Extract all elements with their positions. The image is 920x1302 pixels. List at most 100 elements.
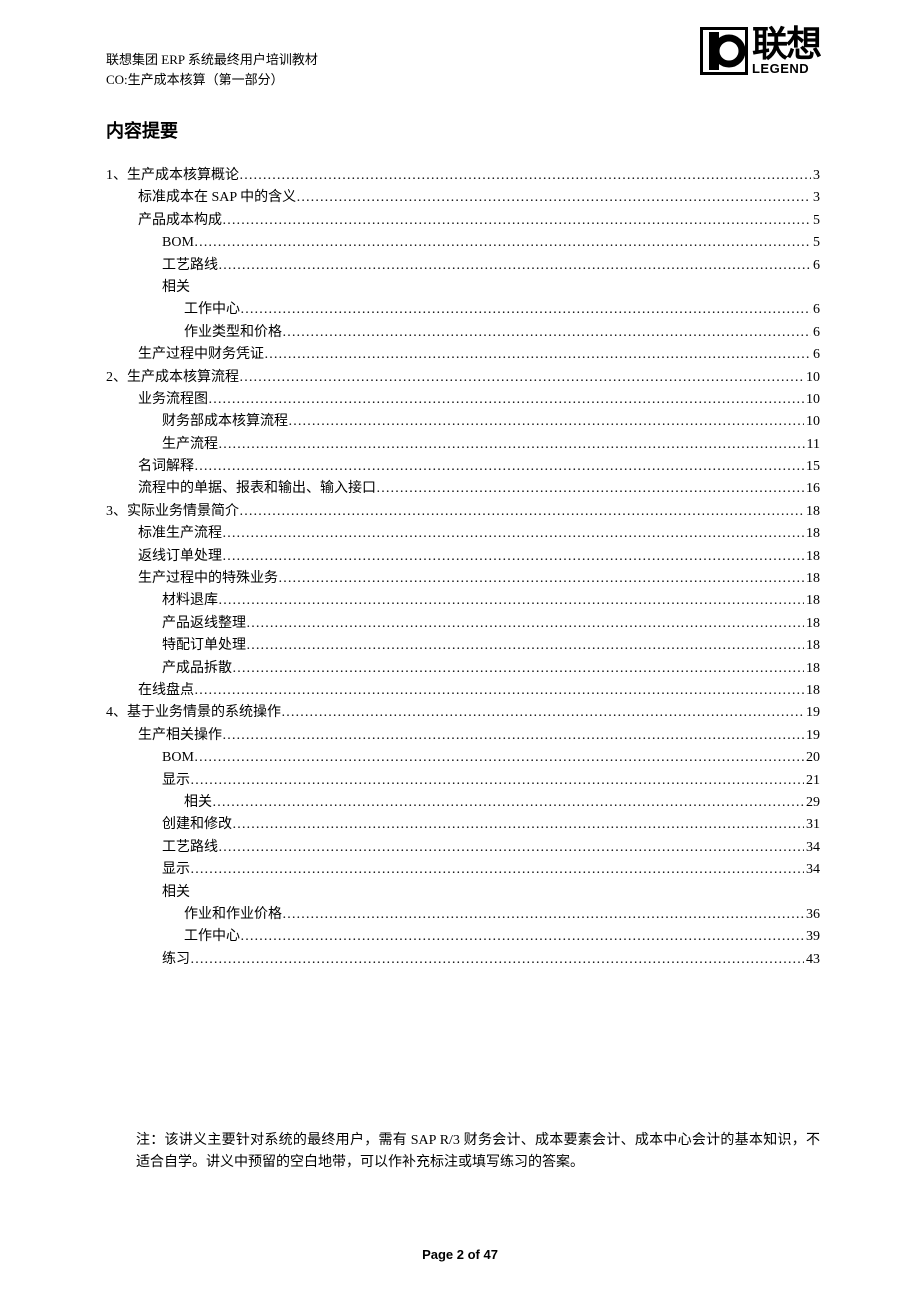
footnote-text: 注：该讲义主要针对系统的最终用户，需有 SAP R/3 财务会计、成本要素会计、…	[136, 1130, 820, 1175]
toc-entry-label: 特配订单处理	[162, 635, 246, 657]
table-of-contents: 1、生产成本核算概论3标准成本在 SAP 中的含义 3产品成本构成 5BOM5工…	[106, 165, 820, 971]
toc-entry-label: 返线订单处理	[138, 546, 222, 568]
toc-entry-label: 2、生产成本核算流程	[106, 367, 239, 389]
toc-entry: 创建和修改 31	[106, 814, 820, 836]
toc-entry-page: 15	[804, 456, 820, 478]
toc-entry-page: 18	[804, 523, 820, 545]
toc-entry: 业务流程图 10	[106, 389, 820, 411]
toc-leader-dots	[281, 702, 804, 716]
toc-entry-label: 在线盘点	[138, 680, 194, 702]
toc-entry: 产品成本构成 5	[106, 210, 820, 232]
toc-entry-page: 5	[811, 210, 820, 232]
toc-leader-dots	[218, 434, 805, 448]
toc-entry: 练习43	[106, 949, 820, 971]
toc-entry-label: 练习	[162, 949, 190, 971]
toc-entry-label: 相关	[162, 277, 190, 299]
toc-entry-label: 生产过程中的特殊业务	[138, 568, 278, 590]
toc-entry: 1、生产成本核算概论3	[106, 165, 820, 187]
toc-leader-dots	[218, 590, 804, 604]
toc-entry-page: 10	[804, 389, 820, 411]
toc-entry-page: 18	[804, 568, 820, 590]
toc-entry-page: 18	[804, 613, 820, 635]
toc-entry: 显示34	[106, 859, 820, 881]
toc-entry-page: 18	[804, 501, 820, 523]
toc-entry: 名词解释 15	[106, 456, 820, 478]
header-line-1: 联想集团 ERP 系统最终用户培训教材	[106, 50, 318, 70]
toc-entry-label: 产品返线整理	[162, 613, 246, 635]
logo-chinese: 联想	[752, 26, 820, 62]
legend-logo: 联想 LEGEND	[700, 26, 820, 75]
toc-entry-label: BOM	[162, 232, 194, 254]
toc-entry: 标准生产流程 18	[106, 523, 820, 545]
toc-entry: 3、实际业务情景简介18	[106, 501, 820, 523]
toc-entry-label: 显示	[162, 770, 190, 792]
toc-entry: 产品返线整理 18	[106, 613, 820, 635]
toc-entry-page: 18	[804, 658, 820, 680]
toc-entry-label: 产成品拆散	[162, 658, 232, 680]
toc-entry-page: 3	[811, 187, 820, 209]
toc-entry-label: 财务部成本核算流程	[162, 411, 288, 433]
toc-entry: 流程中的单据、报表和输出、输入接口 16	[106, 478, 820, 500]
toc-leader-dots	[194, 747, 804, 761]
toc-entry-page: 6	[811, 255, 820, 277]
toc-entry-label: 工作中心	[184, 299, 240, 321]
toc-entry-page: 5	[811, 232, 820, 254]
toc-entry-label: 生产流程	[162, 434, 218, 456]
toc-leader-dots	[218, 255, 811, 269]
toc-leader-dots	[278, 568, 804, 582]
toc-entry-label: 4、基于业务情景的系统操作	[106, 702, 281, 724]
header-text-block: 联想集团 ERP 系统最终用户培训教材 CO:生产成本核算（第一部分）	[106, 50, 318, 89]
toc-entry: 产成品拆散 18	[106, 658, 820, 680]
toc-leader-dots	[282, 322, 811, 336]
toc-entry-page: 16	[804, 478, 820, 500]
toc-leader-dots	[296, 187, 811, 201]
toc-entry-label: 作业和作业价格	[184, 904, 282, 926]
toc-entry-page: 29	[804, 792, 820, 814]
toc-entry-label: 标准生产流程	[138, 523, 222, 545]
toc-entry-label: 标准成本在 SAP 中的含义	[138, 187, 296, 209]
toc-entry-label: 工艺路线	[162, 837, 218, 859]
toc-entry: BOM20	[106, 747, 820, 769]
toc-leader-dots	[194, 456, 804, 470]
toc-entry: 标准成本在 SAP 中的含义 3	[106, 187, 820, 209]
toc-entry-page: 18	[804, 635, 820, 657]
toc-leader-dots	[239, 165, 811, 179]
toc-entry: 显示21	[106, 770, 820, 792]
toc-entry-page: 10	[804, 411, 820, 433]
toc-leader-dots	[190, 770, 804, 784]
toc-entry: 相关29	[106, 792, 820, 814]
toc-entry-page: 19	[804, 702, 820, 724]
toc-entry-page: 6	[811, 299, 820, 321]
toc-entry: 作业和作业价格 36	[106, 904, 820, 926]
toc-entry-label: 业务流程图	[138, 389, 208, 411]
toc-entry-label: 创建和修改	[162, 814, 232, 836]
toc-entry-label: 工作中心	[184, 926, 240, 948]
toc-entry: 工作中心 6	[106, 299, 820, 321]
toc-leader-dots	[288, 411, 804, 425]
toc-entry-page: 34	[804, 837, 820, 859]
toc-entry: BOM 5	[106, 232, 820, 254]
toc-entry: 工艺路线 6	[106, 255, 820, 277]
toc-entry-label: 生产过程中财务凭证	[138, 344, 264, 366]
toc-entry-label: 流程中的单据、报表和输出、输入接口	[138, 478, 376, 500]
toc-leader-dots	[376, 478, 804, 492]
page-title: 内容提要	[106, 117, 178, 143]
toc-entry-page: 11	[805, 434, 820, 456]
toc-entry-label: 显示	[162, 859, 190, 881]
toc-entry-page: 10	[804, 367, 820, 389]
toc-entry: 在线盘点18	[106, 680, 820, 702]
toc-entry-label: 作业类型和价格	[184, 322, 282, 344]
toc-entry-page: 31	[804, 814, 820, 836]
toc-leader-dots	[232, 814, 804, 828]
legend-logo-text: 联想 LEGEND	[752, 26, 820, 75]
toc-leader-dots	[239, 367, 804, 381]
logo-english: LEGEND	[752, 62, 820, 75]
toc-leader-dots	[246, 635, 804, 649]
toc-entry: 生产过程中财务凭证 6	[106, 344, 820, 366]
toc-entry-page: 36	[804, 904, 820, 926]
toc-entry-label: 1、生产成本核算概论	[106, 165, 239, 187]
toc-entry-label: 生产相关操作	[138, 725, 222, 747]
toc-entry: 生产流程 11	[106, 434, 820, 456]
toc-entry: 2、生产成本核算流程 10	[106, 367, 820, 389]
toc-leader-dots	[222, 523, 804, 537]
